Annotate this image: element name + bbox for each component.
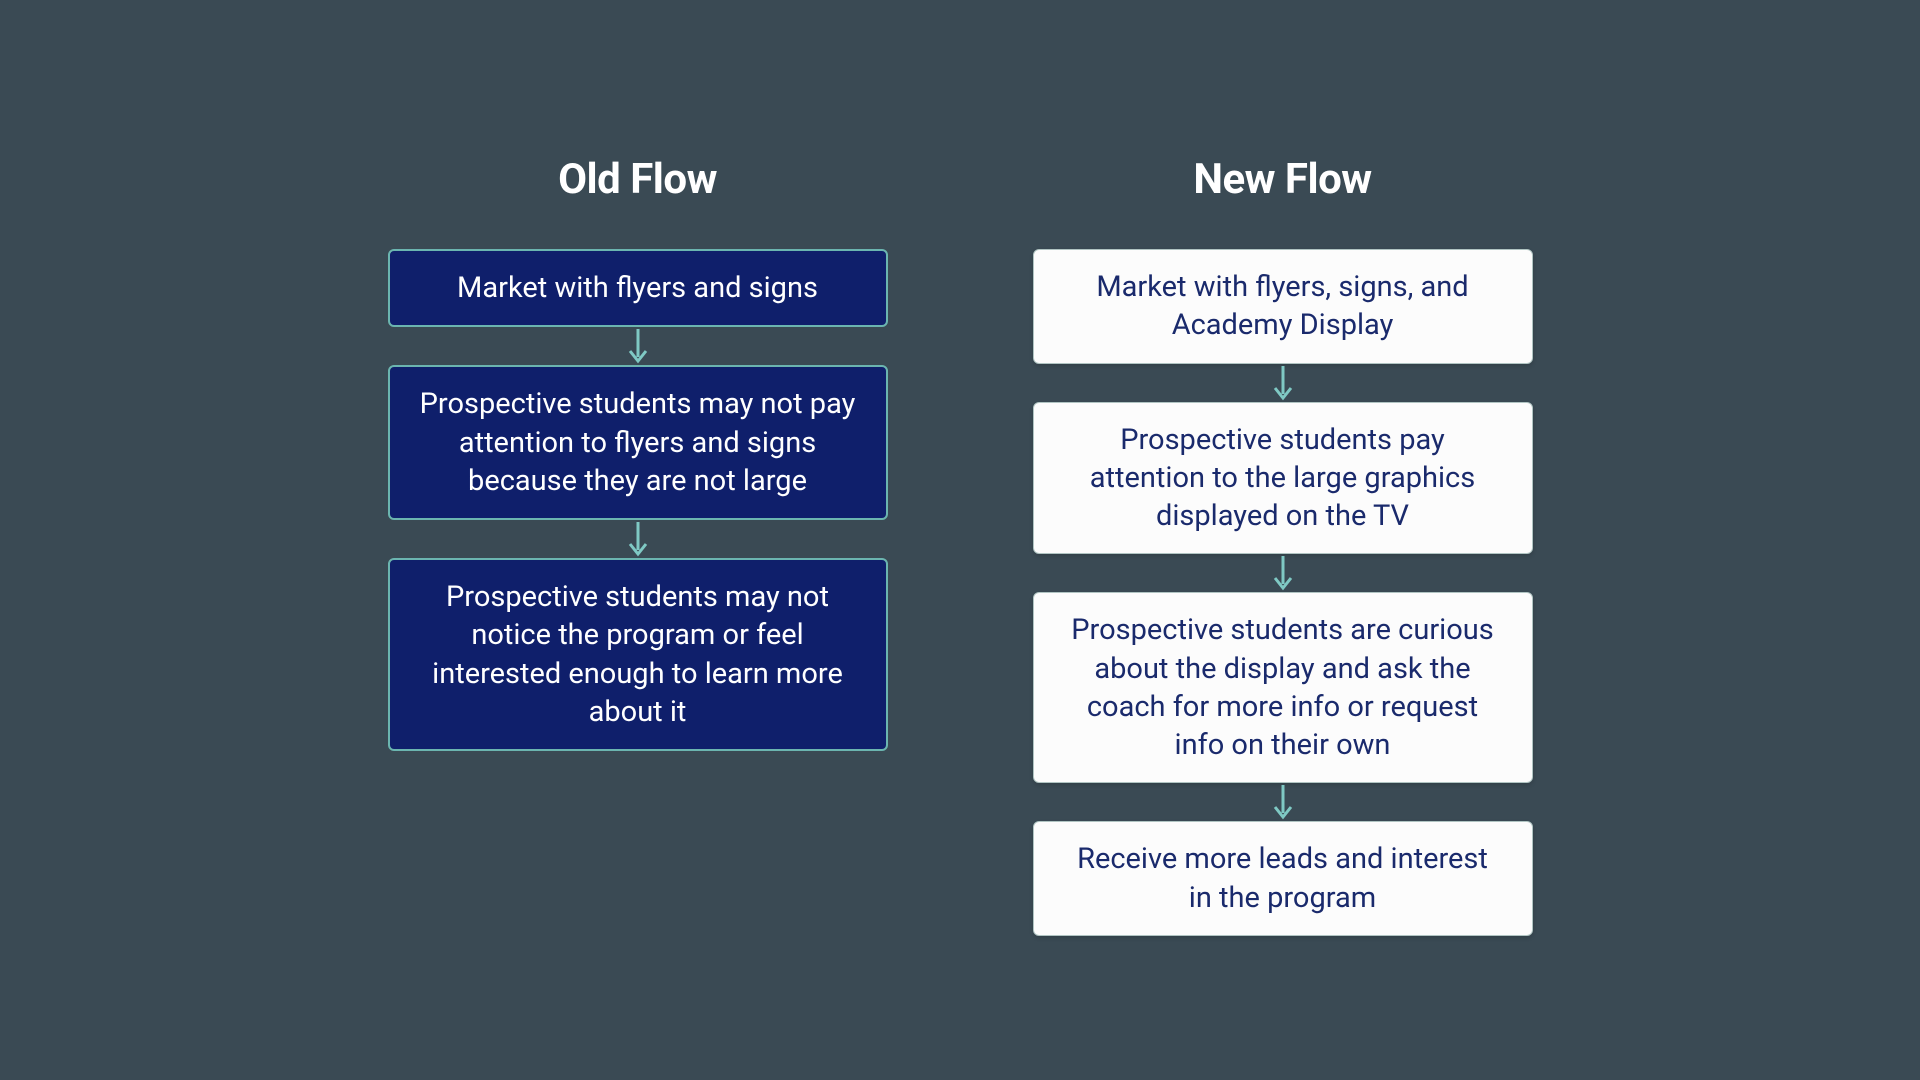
arrow-down-icon (1271, 783, 1295, 821)
new-flow-box-4: Receive more leads and interest in the p… (1033, 821, 1533, 936)
arrow-down-icon (1271, 554, 1295, 592)
old-flow-title: Old Flow (558, 155, 717, 204)
arrow-down-icon (626, 327, 650, 365)
arrow-down-icon (1271, 364, 1295, 402)
new-flow-column: New Flow Market with flyers, signs, and … (1033, 155, 1533, 936)
flowchart-container: Old Flow Market with flyers and signs Pr… (388, 155, 1533, 936)
new-flow-box-2: Prospective students pay attention to th… (1033, 402, 1533, 555)
new-flow-box-1: Market with flyers, signs, and Academy D… (1033, 249, 1533, 364)
new-flow-box-3: Prospective students are curious about t… (1033, 592, 1533, 783)
new-flow-title: New Flow (1193, 155, 1371, 204)
old-flow-box-2: Prospective students may not pay attenti… (388, 365, 888, 520)
old-flow-box-1: Market with flyers and signs (388, 249, 888, 327)
arrow-down-icon (626, 520, 650, 558)
old-flow-box-3: Prospective students may not notice the … (388, 558, 888, 751)
old-flow-column: Old Flow Market with flyers and signs Pr… (388, 155, 888, 936)
